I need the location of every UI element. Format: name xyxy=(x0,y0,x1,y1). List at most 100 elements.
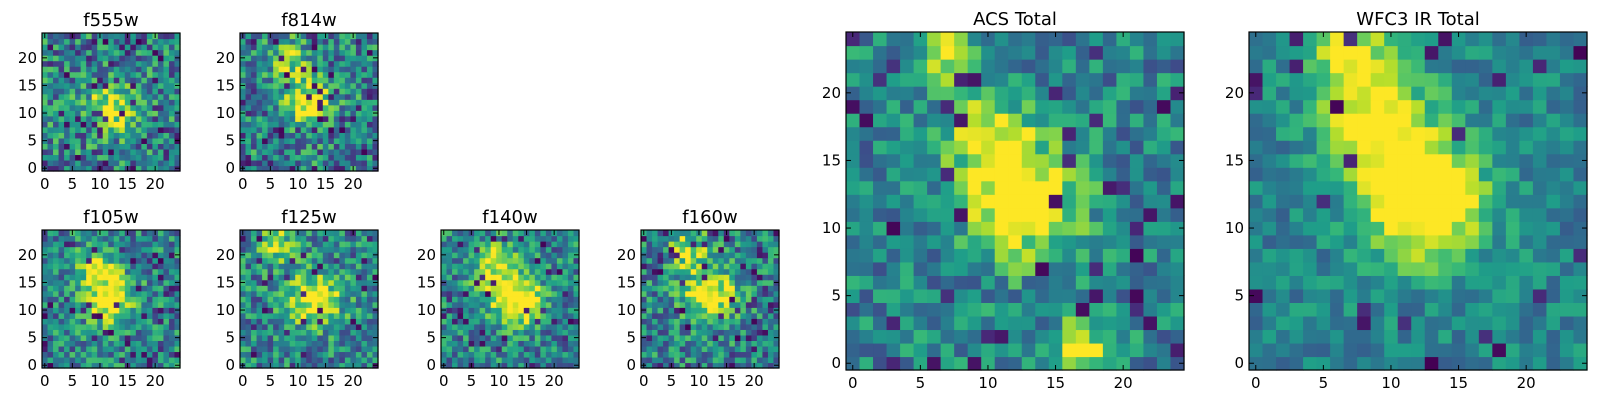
heatmap-cell xyxy=(701,235,708,242)
heatmap-cell xyxy=(278,137,285,144)
heatmap-cell xyxy=(900,329,915,344)
heatmap-cell xyxy=(124,126,131,133)
heatmap-cell xyxy=(322,235,329,242)
heatmap-cell xyxy=(47,301,54,308)
heatmap-cell xyxy=(1559,315,1575,331)
heatmap-cell xyxy=(168,110,176,117)
heatmap-cell xyxy=(1021,59,1036,74)
heatmap-cell xyxy=(1465,302,1480,317)
heatmap-cell xyxy=(42,44,49,51)
heatmap-cell xyxy=(1424,261,1439,276)
heatmap-cell xyxy=(496,356,503,364)
heatmap-cell xyxy=(152,279,159,286)
heatmap-cell xyxy=(1559,194,1575,209)
panel-title: ACS Total xyxy=(973,9,1057,30)
heatmap-cell xyxy=(102,307,109,314)
heatmap-cell xyxy=(1170,153,1185,168)
heatmap-cell xyxy=(361,351,368,358)
heatmap-cell xyxy=(64,356,71,364)
heatmap-cell xyxy=(523,263,530,270)
heatmap-cell xyxy=(701,356,708,364)
heatmap-cell xyxy=(723,301,730,308)
heatmap-cell xyxy=(289,49,296,56)
heatmap-cell xyxy=(981,261,996,276)
heatmap-cell xyxy=(463,263,470,270)
heatmap-cell xyxy=(289,329,296,336)
x-tick-label: 20 xyxy=(146,175,165,193)
heatmap-cell xyxy=(886,221,901,236)
heatmap-cell xyxy=(284,329,291,336)
heatmap-cell xyxy=(529,356,536,364)
heatmap-cell xyxy=(42,71,49,78)
heatmap-cell xyxy=(64,154,71,161)
heatmap-cell xyxy=(1062,45,1077,60)
heatmap-cell xyxy=(1357,207,1372,222)
heatmap-cell xyxy=(119,246,126,253)
heatmap-cell xyxy=(262,334,269,341)
heatmap-cell xyxy=(1316,221,1331,236)
heatmap-cell xyxy=(75,143,82,150)
heatmap-cell xyxy=(119,285,126,292)
heatmap-cell xyxy=(1048,207,1063,222)
heatmap-cell xyxy=(300,246,307,253)
heatmap-cell xyxy=(53,60,60,67)
heatmap-cell xyxy=(463,285,470,292)
heatmap-cell xyxy=(97,137,104,144)
heatmap-cell xyxy=(674,345,681,353)
heatmap-cell xyxy=(1129,248,1145,263)
heatmap-cell xyxy=(157,329,165,336)
heatmap-cell xyxy=(350,252,357,259)
heatmap-cell xyxy=(157,154,165,161)
heatmap-cell xyxy=(355,104,363,111)
heatmap-cell xyxy=(1343,329,1358,344)
heatmap-cell xyxy=(300,88,307,95)
heatmap-cell xyxy=(69,340,76,347)
heatmap-cell xyxy=(940,167,955,182)
heatmap-cell xyxy=(1424,315,1439,331)
heatmap-cell xyxy=(97,104,104,111)
heatmap-cell xyxy=(1289,342,1304,358)
heatmap-cell xyxy=(130,165,137,172)
heatmap-cell xyxy=(317,301,324,308)
heatmap-cell xyxy=(679,252,686,259)
heatmap-cell xyxy=(300,93,307,100)
heatmap-cell xyxy=(64,71,71,78)
heatmap-cell xyxy=(64,301,71,308)
heatmap-cell xyxy=(474,285,481,292)
heatmap-cell xyxy=(534,356,541,364)
heatmap-cell xyxy=(344,60,351,67)
heatmap-cell xyxy=(113,66,120,73)
heatmap-cell xyxy=(567,356,575,364)
heatmap-cell xyxy=(245,137,252,144)
heatmap-cell xyxy=(284,257,291,264)
heatmap-cell xyxy=(740,334,747,341)
heatmap-cell xyxy=(745,290,752,297)
heatmap-cell xyxy=(372,44,379,51)
heatmap-cell xyxy=(1357,180,1372,195)
heatmap-cell xyxy=(1170,45,1185,60)
heatmap-cell xyxy=(663,296,670,303)
heatmap-cell xyxy=(278,121,285,128)
heatmap-cell xyxy=(1546,248,1561,263)
heatmap-cell xyxy=(130,257,137,264)
heatmap-cell xyxy=(545,235,552,242)
heatmap-cell xyxy=(1384,275,1399,290)
heatmap-cell xyxy=(372,154,379,161)
heatmap-cell xyxy=(846,275,861,290)
heatmap-cell xyxy=(168,235,176,242)
x-tick-label: 10 xyxy=(689,372,708,390)
heatmap-cell xyxy=(69,115,76,122)
heatmap-cell xyxy=(361,104,368,111)
heatmap-cell xyxy=(485,356,492,364)
heatmap-cell xyxy=(278,165,285,172)
heatmap-cell xyxy=(994,221,1009,236)
heatmap-cell xyxy=(707,318,714,325)
heatmap-cell xyxy=(108,241,115,248)
heatmap-cell xyxy=(372,345,379,353)
heatmap-cell xyxy=(457,235,464,242)
heatmap-cell xyxy=(485,301,492,308)
heatmap-cell xyxy=(954,275,969,290)
heatmap-cell xyxy=(113,263,120,270)
heatmap-cell xyxy=(113,279,120,286)
heatmap-cell xyxy=(1021,221,1036,236)
